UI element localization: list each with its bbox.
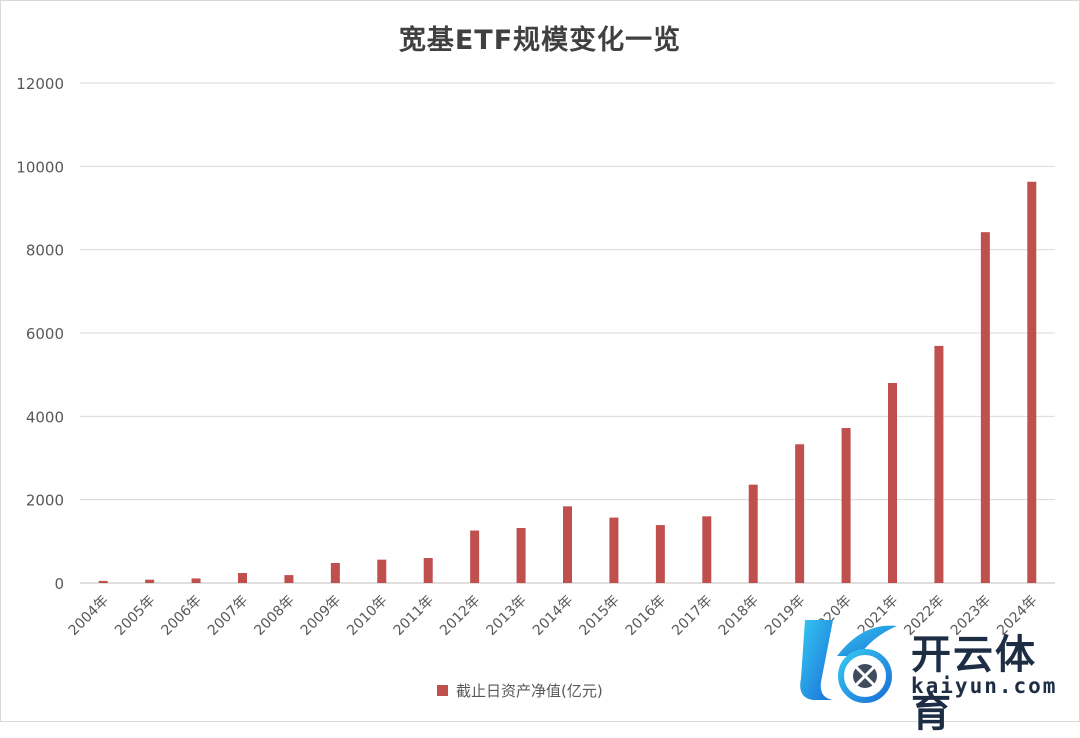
x-tick-label: 2018年	[716, 593, 762, 639]
legend-label: 截止日资产净值(亿元)	[456, 681, 603, 700]
bar	[563, 506, 572, 583]
bar	[1027, 181, 1037, 583]
x-tick-label: 2015年	[576, 593, 622, 639]
x-tick-label: 2004年	[66, 593, 112, 639]
kaiyun-logo-icon	[800, 620, 897, 703]
y-tick-label: 12000	[16, 75, 64, 93]
bar	[238, 573, 247, 583]
y-tick-label: 0	[54, 575, 64, 593]
chart-title: 宽基ETF规模变化一览	[398, 25, 682, 56]
watermark-brand-en: kaiyun.com	[911, 674, 1058, 698]
x-tick-label: 2013年	[483, 593, 529, 639]
y-tick-label: 8000	[26, 242, 64, 260]
x-tick-label: 2016年	[623, 593, 669, 639]
kaiyun-watermark-logo: 开云体育 kaiyun.com	[793, 612, 1073, 736]
bar	[841, 428, 851, 583]
legend-swatch	[437, 684, 448, 696]
bar	[284, 575, 294, 583]
legend: 截止日资产净值(亿元)	[437, 679, 603, 701]
bar	[191, 578, 201, 583]
x-tick-label: 2009年	[298, 593, 344, 639]
bar	[609, 517, 619, 583]
y-tick-label: 2000	[26, 492, 64, 510]
bar	[423, 558, 433, 583]
y-tick-label: 6000	[26, 325, 64, 343]
bar	[516, 528, 526, 583]
x-tick-label: 2006年	[158, 593, 204, 639]
bar	[980, 232, 990, 583]
bar	[748, 484, 758, 583]
bar	[98, 580, 108, 583]
x-tick-label: 2005年	[112, 593, 158, 639]
bar	[377, 559, 387, 583]
x-tick-label: 2012年	[437, 593, 483, 639]
y-tick-label: 10000	[16, 158, 64, 176]
y-tick-label: 4000	[26, 408, 64, 426]
x-tick-label: 2014年	[530, 593, 576, 639]
x-tick-label: 2011年	[391, 593, 437, 639]
bar	[330, 563, 340, 583]
x-tick-label: 2008年	[251, 593, 297, 639]
bar	[470, 530, 480, 583]
x-tick-label: 2010年	[344, 593, 390, 639]
x-tick-label: 2007年	[205, 593, 251, 639]
bar	[655, 525, 665, 583]
bar	[934, 345, 944, 583]
x-tick-label: 2017年	[669, 593, 715, 639]
chart-frame	[0, 0, 1080, 722]
bar	[702, 516, 712, 583]
bar	[145, 579, 155, 583]
bar	[795, 444, 805, 583]
bar	[888, 383, 897, 583]
